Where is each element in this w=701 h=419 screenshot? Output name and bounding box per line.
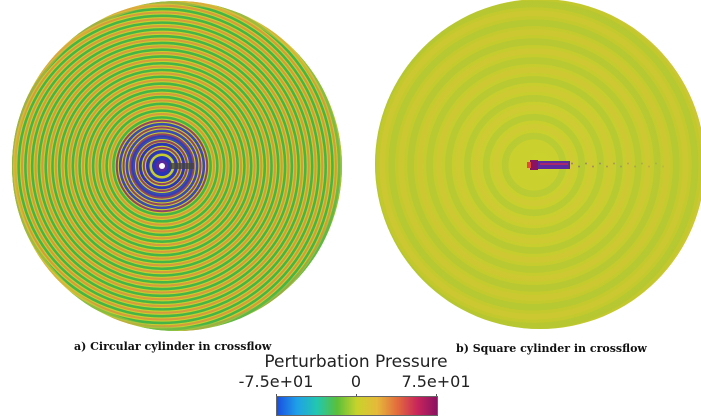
panel-a-caption: a) Circular cylinder in crossflow [74,340,272,353]
wave-ring [375,0,699,329]
wave-ring [71,75,253,257]
wave-ring [75,79,249,253]
wave-ring [34,38,290,294]
circular-cylinder-panel [12,1,342,331]
wave-ring [24,28,300,304]
wave-ring [27,31,297,301]
wave-ring [492,123,576,207]
wave-ring [473,104,595,226]
colorbar-min-label: -7.5e+01 [238,372,314,391]
wake-dot [620,165,622,168]
wave-ring [85,89,239,243]
wave-ring [64,68,260,264]
wave-ring [91,95,233,237]
wave-ring [48,52,276,280]
wave-ring [12,11,317,321]
wave-ring [78,82,246,250]
wave-ring [102,106,222,226]
wave-ring [426,57,642,273]
wave-ring [12,1,331,331]
wave-ring [125,129,199,203]
wake-dot [606,165,608,168]
wake-dot [578,165,580,168]
square-cylinder-panel [375,0,701,329]
panel-b-wave-rings [375,0,701,329]
wave-ring [30,34,294,298]
wake-dot [592,165,594,168]
wave-ring [57,61,267,271]
wake-dot [662,165,664,168]
wave-ring [118,122,206,210]
visualization [12,0,701,331]
wave-ring [12,1,337,331]
colorbar-title: Perturbation Pressure [264,352,448,372]
wave-ring [122,126,202,206]
wave-ring [98,102,226,230]
wave-ring [379,10,689,320]
wave-ring [44,48,280,284]
wave-ring [482,113,586,217]
wake-dot [599,162,601,165]
wave-ring [12,4,324,328]
wake-dot [627,162,629,165]
colorbar-mid-label: 0 [350,372,362,391]
panel-a-wave-rings [12,1,342,331]
wake-dot [655,162,657,165]
wave-ring [388,19,680,311]
panel-a-rim [12,1,342,331]
wave-ring [417,48,651,282]
wave-ring [105,109,219,223]
wave-ring [398,29,670,301]
wake-dot [641,162,643,165]
wave-ring [12,7,321,325]
wave-ring [51,55,273,277]
wave-ring [436,67,632,263]
wave-ring [115,119,209,213]
wave-ring [68,72,256,260]
wave-ring [41,45,283,287]
wave-ring [95,99,229,233]
wave-ring [37,41,287,291]
wave-ring [17,21,307,311]
wake-dot [648,165,650,168]
wave-ring [445,76,623,254]
wake-dot [585,162,587,165]
wave-ring [464,95,604,235]
wave-ring [407,38,661,292]
panel-a-cylinder [152,156,194,176]
panel-b-caption: b) Square cylinder in crossflow [456,342,647,355]
wake-dot [613,162,615,165]
colorbar [276,396,438,416]
wave-ring [112,116,212,216]
wake-dot [634,165,636,168]
panel-b-cylinder [527,160,570,170]
wave-ring [81,85,243,247]
wave-ring [61,65,263,267]
wave-ring [54,58,270,274]
panel-b-wake [571,162,664,168]
wave-ring [108,112,216,220]
colorbar-max-label: 7.5e+01 [401,372,471,391]
wave-ring [20,24,304,308]
wake-dot [571,162,573,165]
wave-ring [455,86,613,244]
wave-ring [12,1,334,331]
wave-ring [12,14,314,318]
wave-ring [88,92,236,240]
